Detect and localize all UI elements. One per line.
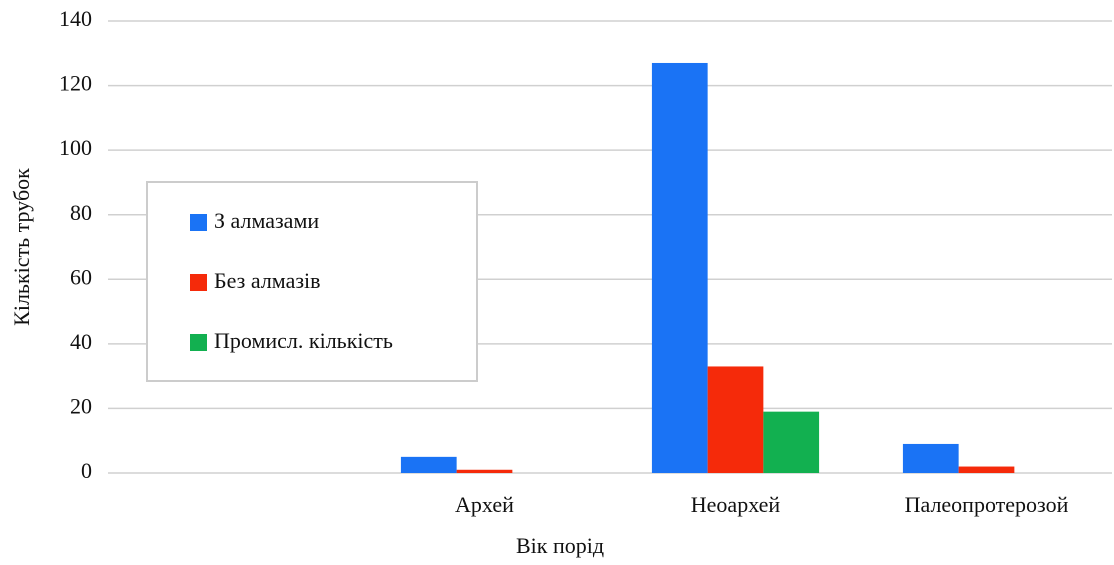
bar (707, 366, 764, 473)
legend-swatch (190, 274, 207, 291)
y-tick-label: 60 (70, 264, 92, 289)
x-tick-label: Неоархей (691, 492, 781, 517)
bar (400, 456, 457, 473)
x-tick-label: Архей (455, 492, 514, 517)
bar (958, 466, 1015, 473)
y-tick-label: 80 (70, 200, 92, 225)
legend-label: Без алмазів (214, 268, 321, 293)
legend-label: Промисл. кількість (214, 328, 393, 353)
bar (651, 62, 708, 473)
y-tick-label: 120 (59, 71, 92, 96)
bar (456, 469, 513, 473)
y-tick-label: 20 (70, 393, 92, 418)
bar (763, 411, 820, 473)
y-tick-label: 40 (70, 329, 92, 354)
x-tick-label: Палеопротерозой (905, 492, 1069, 517)
legend-label: З алмазами (214, 208, 319, 233)
legend-swatch (190, 334, 207, 351)
y-tick-label: 0 (81, 458, 92, 483)
legend-swatch (190, 214, 207, 231)
y-tick-label: 140 (59, 6, 92, 31)
bar (902, 443, 959, 473)
x-axis-title: Вік порід (516, 533, 604, 558)
y-tick-label: 100 (59, 135, 92, 160)
y-axis-title: Кількість трубок (9, 168, 34, 326)
